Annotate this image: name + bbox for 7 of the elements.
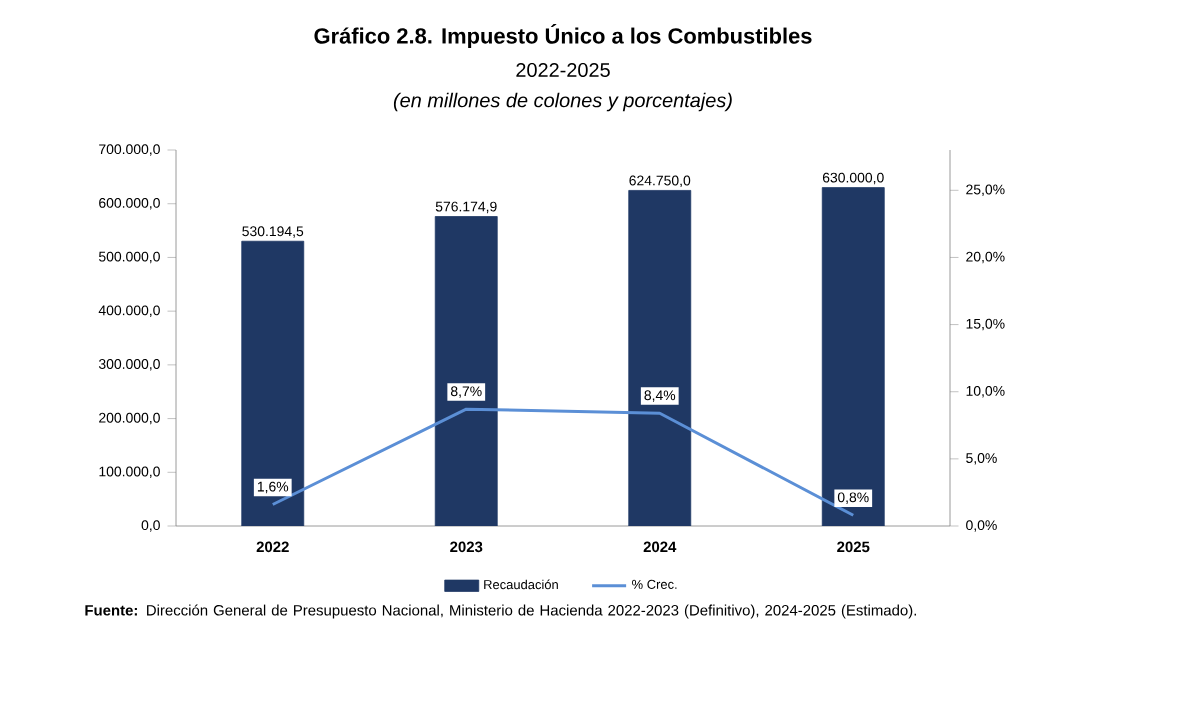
bar <box>628 190 692 527</box>
text: (en millones de colones y porcentajes) <box>393 92 732 112</box>
chart-subtitle: 2022-2025 <box>516 62 610 78</box>
chart-title: Gráfico 2.8. Impuesto Único a los Combustibles <box>314 24 812 48</box>
bar <box>434 216 498 527</box>
bar <box>241 240 305 527</box>
bar <box>821 187 885 527</box>
